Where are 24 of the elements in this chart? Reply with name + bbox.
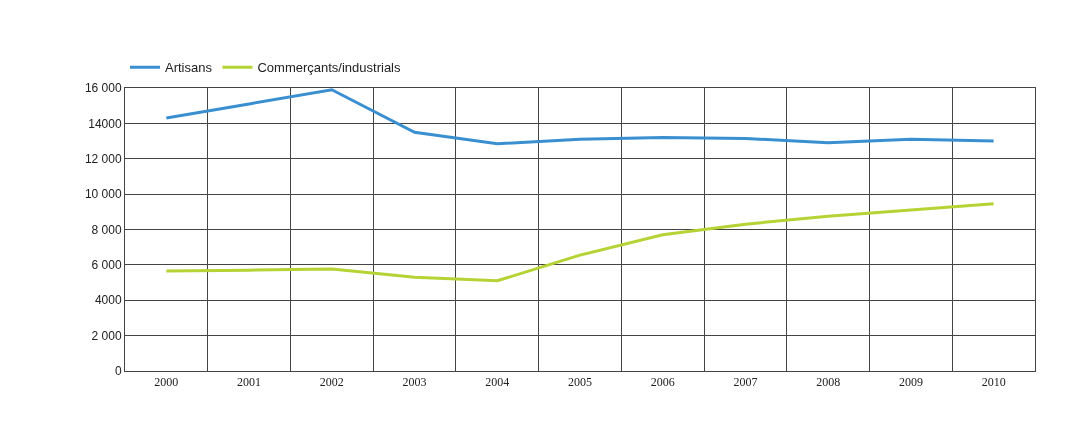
x-tick-label: 2001	[237, 375, 262, 390]
y-tick-label: 12 000	[84, 151, 122, 166]
y-tick-label: 4000	[94, 293, 122, 308]
x-tick-label: 2006	[650, 375, 675, 390]
y-tick-label: 16 000	[84, 81, 122, 96]
x-tick-label: 2009	[898, 375, 923, 390]
y-tick-label: 10 000	[84, 187, 122, 202]
y-tick-label: 2 000	[91, 328, 122, 343]
x-tick-label: 2005	[568, 375, 592, 390]
x-tick-label: 2010	[981, 375, 1006, 390]
y-tick-label: 0	[114, 364, 122, 379]
x-tick-label: 2003	[402, 375, 427, 390]
y-tick-label: 8 000	[91, 222, 122, 237]
x-tick-label: 2008	[816, 375, 841, 390]
legend-label: Artisans	[165, 60, 213, 76]
x-tick-label: 2007	[733, 375, 758, 390]
y-tick-label: 14000	[88, 116, 122, 131]
x-tick-label: 2000	[154, 375, 179, 390]
line-series	[164, 88, 996, 146]
x-tick-label: 2002	[319, 375, 344, 390]
x-tick-label: 2004	[485, 375, 510, 390]
line-series	[164, 202, 996, 283]
legend-label: Commerçants/industrials	[257, 60, 401, 76]
y-tick-label: 6 000	[91, 258, 122, 273]
